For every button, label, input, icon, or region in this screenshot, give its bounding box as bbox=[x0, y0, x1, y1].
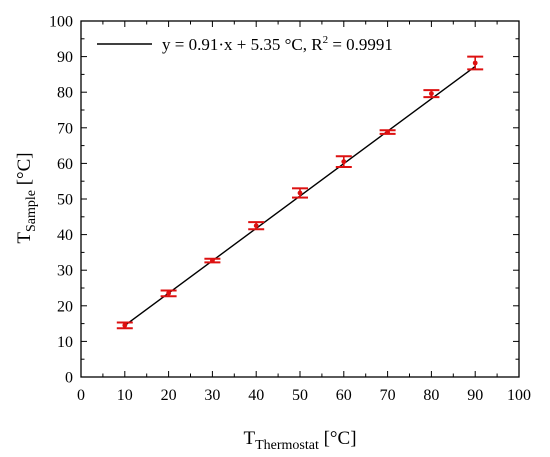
legend-label-main: y = 0.91·x + 5.35 °C, R bbox=[162, 35, 323, 54]
y-tick-label: 10 bbox=[57, 334, 73, 351]
x-tick-label: 70 bbox=[380, 387, 396, 404]
y-tick-label: 70 bbox=[57, 120, 73, 137]
x-tick-label: 0 bbox=[77, 387, 85, 404]
legend-label-sup: 2 bbox=[323, 34, 329, 46]
x-tick-label: 100 bbox=[507, 387, 531, 404]
y-tick-label: 30 bbox=[57, 263, 73, 280]
y-axis-title-main: T bbox=[14, 232, 35, 244]
y-tick-label: 20 bbox=[57, 298, 73, 315]
point-marker bbox=[341, 159, 347, 165]
y-axis-tick-labels: 0 10 20 30 40 50 60 70 80 90 100 bbox=[49, 14, 73, 387]
x-tick-label: 90 bbox=[467, 387, 483, 404]
legend-label-tail: = 0.9991 bbox=[328, 35, 393, 54]
y-tick-label: 50 bbox=[57, 192, 73, 209]
point-marker bbox=[253, 223, 259, 229]
y-tick-label: 60 bbox=[57, 156, 73, 173]
data-point bbox=[292, 187, 308, 199]
plot-border bbox=[80, 20, 520, 378]
data-points-series bbox=[116, 55, 484, 330]
y-axis-ticks bbox=[81, 20, 519, 378]
x-tick-label: 40 bbox=[248, 387, 264, 404]
data-point bbox=[379, 129, 396, 135]
x-tick-label: 20 bbox=[161, 387, 177, 404]
x-tick-label: 80 bbox=[423, 387, 439, 404]
data-point bbox=[116, 321, 133, 330]
point-marker bbox=[166, 290, 172, 296]
legend-label: y = 0.91·x + 5.35 °C, R2 = 0.9991 bbox=[162, 34, 393, 54]
x-axis-tick-labels: 0 10 20 30 40 50 60 70 80 90 100 bbox=[77, 387, 531, 404]
legend: y = 0.91·x + 5.35 °C, R2 = 0.9991 bbox=[97, 34, 393, 54]
y-tick-label: 0 bbox=[65, 370, 73, 387]
y-tick-label: 90 bbox=[57, 49, 73, 66]
y-tick-label: 80 bbox=[57, 85, 73, 102]
data-point bbox=[335, 155, 352, 168]
y-axis-title-unit: [°C] bbox=[14, 152, 35, 190]
data-point bbox=[160, 289, 177, 298]
x-axis-title-main: T bbox=[243, 428, 255, 449]
x-tick-label: 50 bbox=[292, 387, 308, 404]
x-tick-label: 30 bbox=[204, 387, 220, 404]
data-point bbox=[467, 55, 484, 71]
x-axis-ticks bbox=[80, 21, 520, 377]
x-tick-label: 10 bbox=[117, 387, 133, 404]
plot-frame bbox=[80, 20, 520, 378]
point-marker bbox=[297, 190, 303, 196]
point-marker bbox=[210, 258, 215, 263]
data-point bbox=[248, 221, 265, 231]
y-axis-title: TSample [°C] bbox=[14, 152, 39, 243]
y-tick-label: 40 bbox=[57, 227, 73, 244]
x-axis-title: TThermostat [°C] bbox=[243, 428, 356, 453]
y-tick-label: 100 bbox=[49, 14, 73, 31]
point-marker bbox=[385, 129, 390, 135]
x-axis-title-sub: Thermostat bbox=[255, 438, 319, 453]
point-marker bbox=[429, 91, 434, 97]
y-axis-title-sub: Sample bbox=[24, 190, 39, 232]
point-marker bbox=[472, 60, 478, 66]
x-tick-label: 60 bbox=[336, 387, 352, 404]
data-point bbox=[204, 257, 221, 264]
x-axis-title-unit: [°C] bbox=[319, 428, 357, 449]
point-marker bbox=[122, 322, 128, 328]
data-point bbox=[423, 89, 440, 99]
